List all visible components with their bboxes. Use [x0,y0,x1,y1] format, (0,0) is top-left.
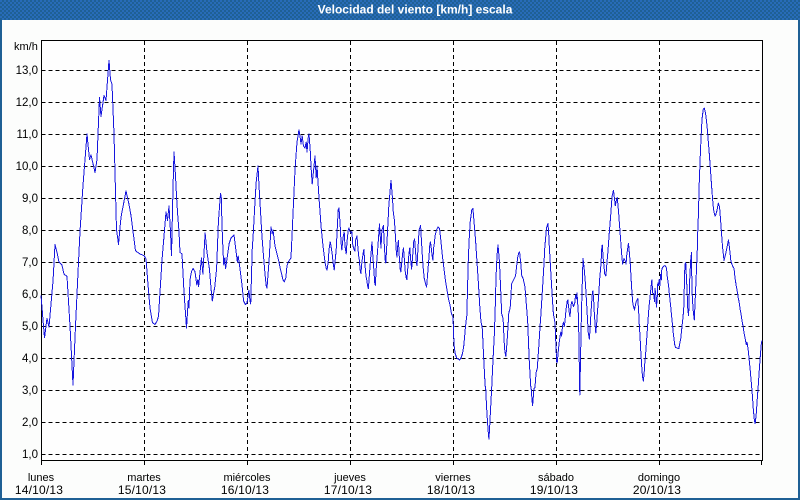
svg-text:viernes: viernes [435,472,471,484]
svg-text:17/10/13: 17/10/13 [324,483,372,497]
svg-text:miércoles: miércoles [223,472,271,484]
svg-text:lunes: lunes [28,472,55,484]
svg-text:13,0: 13,0 [16,65,38,77]
svg-text:12,0: 12,0 [16,97,38,109]
svg-text:14/10/13: 14/10/13 [15,483,63,497]
svg-text:10,0: 10,0 [16,161,38,173]
svg-text:km/h: km/h [14,41,38,53]
svg-text:18/10/13: 18/10/13 [427,483,475,497]
svg-text:9,0: 9,0 [22,193,38,205]
svg-text:Velocidad del viento [km/h] es: Velocidad del viento [km/h] escala [318,3,513,17]
svg-text:8,0: 8,0 [22,225,38,237]
svg-text:sábado: sábado [538,472,574,484]
svg-text:3,0: 3,0 [22,385,38,397]
svg-text:martes: martes [127,472,161,484]
svg-text:7,0: 7,0 [22,257,38,269]
svg-text:domingo: domingo [638,472,680,484]
svg-text:2,0: 2,0 [22,417,38,429]
svg-text:19/10/13: 19/10/13 [530,483,578,497]
svg-text:15/10/13: 15/10/13 [118,483,166,497]
svg-text:5,0: 5,0 [22,321,38,333]
svg-text:4,0: 4,0 [22,353,38,365]
svg-text:jueves: jueves [333,472,366,484]
svg-text:1,0: 1,0 [22,449,38,461]
svg-text:16/10/13: 16/10/13 [221,483,269,497]
svg-text:11,0: 11,0 [16,129,38,141]
svg-text:20/10/13: 20/10/13 [633,483,681,497]
svg-text:6,0: 6,0 [22,289,38,301]
